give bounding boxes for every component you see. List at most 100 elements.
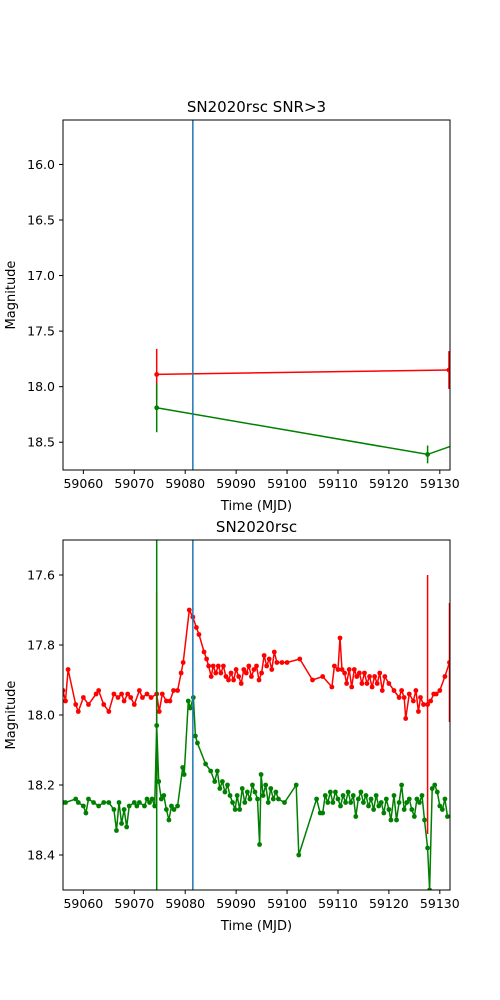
bottom-series-green-point [175,803,180,809]
top-plot-panel: 59060 59070 59080 59090 59100 59110 59120 59130… [4,98,460,514]
bottom-series-red-point [106,709,112,714]
bottom-series-green-point [234,793,240,798]
bottom-series-red-point [382,674,388,679]
top-y-tick-label: 17.5 [27,324,55,339]
bottom-series-green-point [409,807,415,812]
bottom-series-red-point [171,688,176,693]
top-y-tick-label: 17.0 [27,268,55,283]
bottom-series-green-point [429,786,435,791]
bottom-series-green-point [275,796,281,802]
bottom-series-green-point [437,803,443,809]
bottom-series-red-point [367,674,372,679]
bottom-series-green-point [147,800,152,805]
bottom-series-red-point [256,677,262,683]
bottom-series-green-point [252,789,258,795]
bottom-series-red-point [96,688,102,693]
bottom-series-green-point [111,807,117,812]
bottom-series-red-point [379,688,385,693]
bottom-series-green-point [156,779,162,784]
bottom-y-tick-label: 17.8 [27,638,55,653]
bottom-series-green-point [361,800,366,805]
bottom-series-red-point [206,663,212,669]
top-x-tick-label: 59100 [267,476,307,491]
bottom-series-green-point [404,800,410,805]
bottom-series-green-point [273,789,279,795]
bottom-series-red-point [210,663,216,669]
bottom-series-red-point [284,660,290,665]
bottom-series-red-point [163,698,169,704]
bottom-series-red-point [93,691,99,697]
bottom-series-red-point [63,688,66,693]
bottom-series-green-point [134,803,140,809]
bottom-series-red-point [433,691,439,697]
bottom-series-red-point [136,688,142,693]
bottom-series-green-point [442,796,448,802]
bottom-series-red-point [246,663,252,669]
bottom-series-green-point [325,800,331,805]
bottom-series-red-point [399,688,405,693]
bottom-series-red-point [196,632,202,637]
bottom-series-green-point [244,789,250,795]
bottom-series-green-point [258,772,264,777]
bottom-series-green-point [185,698,191,704]
bottom-series-green-point [270,796,276,802]
bottom-series-green-point [396,800,402,805]
bottom-series-green-point [86,796,91,802]
bottom-series-green-point [355,796,361,802]
bottom-series-green-point [161,793,167,798]
bottom-series-red-point [121,698,127,704]
bottom-series-red-point [201,649,207,655]
bottom-y-tick-label: 18.2 [27,778,55,793]
bottom-series-red-point [80,695,86,700]
top-y-axis-label: Magnitude [4,261,19,330]
bottom-series-red-point [362,670,367,676]
bottom-series-green-point [422,817,427,823]
bottom-series-green-point [314,796,319,802]
bottom-series-green-point [158,796,164,802]
bottom-y-axis-label: Magnitude [4,681,19,750]
bottom-series-red-point [119,691,124,697]
bottom-x-tick-label: 59070 [114,896,154,911]
bottom-series-green-point [225,782,230,788]
bottom-series-red-point [337,635,343,641]
bottom-series-red-point [354,674,360,679]
bottom-series-green-point [401,807,407,812]
bottom-y-tick-label: 18.0 [27,708,55,723]
bottom-series-red-point [194,625,199,630]
bottom-series-red-point [425,702,430,707]
bottom-series-green-point [203,761,208,767]
bottom-series-red-point [238,681,244,686]
bottom-x-ticks: 59060 59070 59080 59090 59100 59110 59120 59130 [63,890,460,911]
bottom-series-red-point [410,698,416,704]
bottom-series-red-point [269,667,275,672]
bottom-series-red-point [413,688,419,693]
bottom-series-red-point [131,702,137,707]
bottom-series-green-point [239,786,245,791]
bottom-series-green-point [399,782,405,788]
bottom-series-green-point [353,814,359,819]
bottom-series-red-point [377,670,383,676]
top-x-ticks: 59060 59070 59080 59090 59100 59110 59120 59130 [63,470,460,491]
bottom-series-red-point [418,695,423,700]
bottom-plot-panel: 59060 59070 59080 59090 59100 59110 59120 59130… [4,518,460,934]
top-series-red-point [446,367,450,373]
bottom-series-green-point [222,789,228,795]
bottom-series-green-point [171,807,177,812]
bottom-series-red-point [213,670,219,676]
bottom-series-green-point [296,852,302,858]
bottom-series-green-point [260,793,266,798]
top-x-tick-label: 59090 [216,476,256,491]
bottom-series-green-point [268,786,274,791]
bottom-plot-data [63,540,450,890]
bottom-series-green-point [73,796,79,802]
bottom-series-red-point [437,688,443,693]
bottom-series-red-point [359,681,365,686]
bottom-x-tick-label: 59110 [318,896,358,911]
bottom-series-green-point [116,800,122,805]
bottom-series-red-point [180,660,186,665]
bottom-series-red-point [221,663,226,669]
bottom-series-red-point [349,684,355,690]
bottom-series-green-point [327,789,333,795]
bottom-series-green-point [381,810,387,816]
